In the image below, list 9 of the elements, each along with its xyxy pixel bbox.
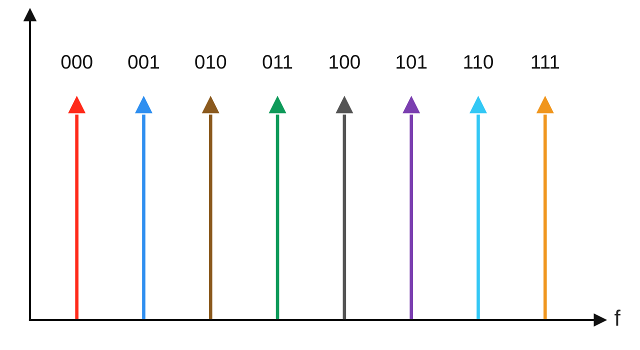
x-tick-label: 010 <box>195 55 226 69</box>
x-tick-label: 001 <box>128 55 160 69</box>
x-tick-label: 101 <box>396 55 427 69</box>
x-tick-label: 110 <box>464 55 493 69</box>
x-tick-label: 011 <box>262 55 292 69</box>
x-tick-label: 100 <box>330 55 360 69</box>
x-axis-title: f <box>614 310 620 326</box>
x-tick-label: 111 <box>532 55 559 69</box>
x-tick-label: 000 <box>61 55 92 69</box>
